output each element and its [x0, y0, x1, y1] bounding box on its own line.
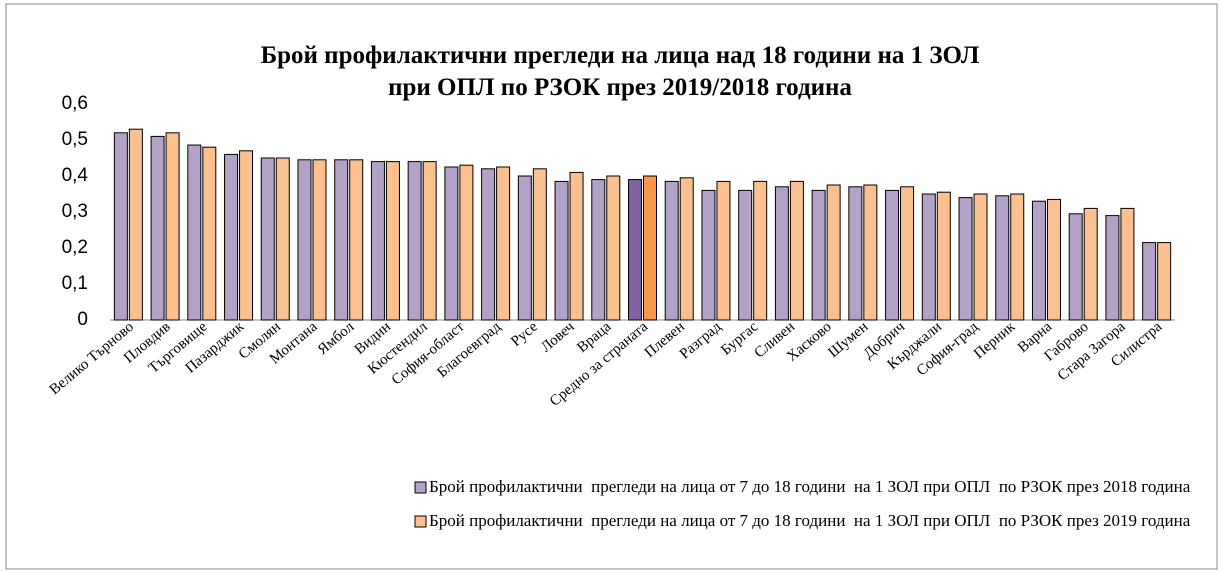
bar — [1068, 213, 1083, 321]
bar — [591, 179, 606, 321]
y-tick-label: 0,6 — [62, 93, 88, 114]
bar — [297, 159, 312, 321]
bar — [738, 189, 753, 321]
bar — [334, 159, 349, 321]
bar — [113, 132, 128, 321]
bar — [422, 161, 437, 321]
bar — [716, 180, 731, 321]
y-tick-label: 0 — [77, 309, 88, 330]
legend-label: Брой профилактични прегледи на лица от 7… — [429, 511, 1191, 530]
bar — [532, 168, 547, 321]
bar — [921, 193, 936, 321]
bar — [664, 180, 679, 321]
bar — [628, 179, 642, 321]
y-tick-label: 0,1 — [62, 273, 88, 294]
bar — [370, 161, 385, 321]
bar — [496, 166, 511, 321]
bar — [128, 128, 143, 321]
y-tick-label: 0,3 — [62, 201, 88, 222]
bar — [900, 186, 915, 321]
bar — [606, 175, 621, 321]
bar — [224, 153, 239, 321]
bar — [239, 150, 254, 321]
bar — [885, 189, 900, 321]
legend-marker — [414, 515, 427, 528]
bar — [275, 157, 290, 321]
bar — [826, 184, 841, 321]
bar — [1120, 207, 1135, 321]
bar — [701, 189, 716, 321]
bar — [407, 161, 422, 321]
legend-label: Брой профилактични прегледи на лица от 7… — [429, 477, 1191, 496]
bar — [312, 159, 327, 321]
bar — [187, 144, 202, 321]
bar — [1046, 198, 1061, 321]
bar — [848, 186, 863, 321]
bar — [811, 189, 826, 321]
bar — [958, 197, 973, 321]
bar — [150, 135, 165, 321]
chart-title: Брой профилактични прегледи на лица над … — [260, 42, 980, 101]
bar — [385, 161, 400, 321]
bar — [679, 177, 694, 321]
bar — [202, 146, 217, 321]
bar — [753, 180, 768, 321]
bar — [1142, 242, 1157, 321]
y-tick-label: 0,4 — [62, 165, 89, 186]
bar — [936, 191, 951, 321]
bar — [774, 186, 789, 321]
y-tick-label: 0,2 — [62, 237, 88, 258]
bar — [444, 166, 459, 321]
bar — [643, 175, 657, 321]
bar — [863, 184, 878, 321]
bar — [260, 157, 275, 321]
bar — [789, 180, 804, 321]
bar — [1157, 242, 1172, 321]
bar — [165, 132, 180, 321]
bar — [1105, 215, 1120, 321]
y-tick-label: 0,5 — [62, 129, 88, 150]
bar — [1031, 200, 1046, 321]
bar — [973, 193, 988, 321]
bar — [1010, 193, 1025, 321]
bar — [517, 175, 532, 321]
bar — [569, 171, 584, 321]
bar — [995, 195, 1010, 321]
bar — [481, 168, 496, 321]
bar — [349, 159, 364, 321]
legend-marker — [414, 481, 427, 494]
bar — [1083, 207, 1098, 321]
bar — [459, 164, 474, 321]
bar — [554, 180, 569, 321]
